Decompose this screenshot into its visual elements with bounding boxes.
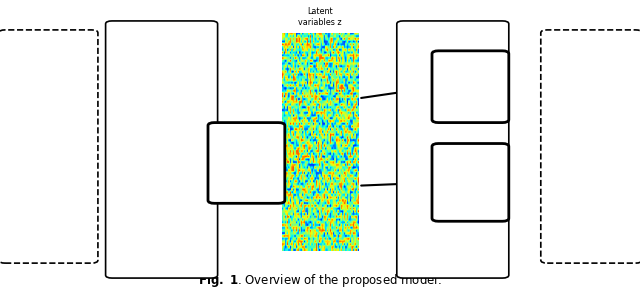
Text: $p_{\theta^\psi}(\psi|\mathbf{a}, \mathbf{z})$: $p_{\theta^\psi}(\psi|\mathbf{a}, \mathb… bbox=[449, 190, 492, 203]
Text: Group delay: Group delay bbox=[568, 36, 615, 45]
Text: Magnitude $\hat{a}$: Magnitude $\hat{a}$ bbox=[427, 25, 479, 40]
Text: Group delay: Group delay bbox=[25, 36, 72, 45]
Text: Latent
variables z: Latent variables z bbox=[298, 7, 342, 27]
Text: DNN: DNN bbox=[459, 72, 482, 81]
Text: DNN: DNN bbox=[459, 167, 482, 176]
Text: $q_\phi(\mathbf{z}|\psi, \mathbf{a})$: $q_\phi(\mathbf{z}|\psi, \mathbf{a})$ bbox=[226, 171, 267, 184]
Text: $p_{\theta^a}(\mathbf{a}|\mathbf{z})$: $p_{\theta^a}(\mathbf{a}|\mathbf{z})$ bbox=[454, 93, 487, 106]
Text: $\bf{Fig.\ 1}$. Overview of the proposed model.: $\bf{Fig.\ 1}$. Overview of the proposed… bbox=[198, 271, 442, 289]
Text: Instant. freq.: Instant. freq. bbox=[566, 250, 616, 259]
Text: DNN: DNN bbox=[235, 147, 258, 156]
Text: Phase derivatives: Phase derivatives bbox=[628, 112, 637, 181]
Text: Phase derivatives: Phase derivatives bbox=[4, 112, 13, 181]
Text: Phase $\hat{\psi}$: Phase $\hat{\psi}$ bbox=[436, 260, 470, 274]
Text: Instant. freq.: Instant. freq. bbox=[24, 250, 73, 259]
Text: Phase $\psi$: Phase $\psi$ bbox=[145, 262, 179, 274]
Text: Magnitude a: Magnitude a bbox=[136, 25, 187, 34]
